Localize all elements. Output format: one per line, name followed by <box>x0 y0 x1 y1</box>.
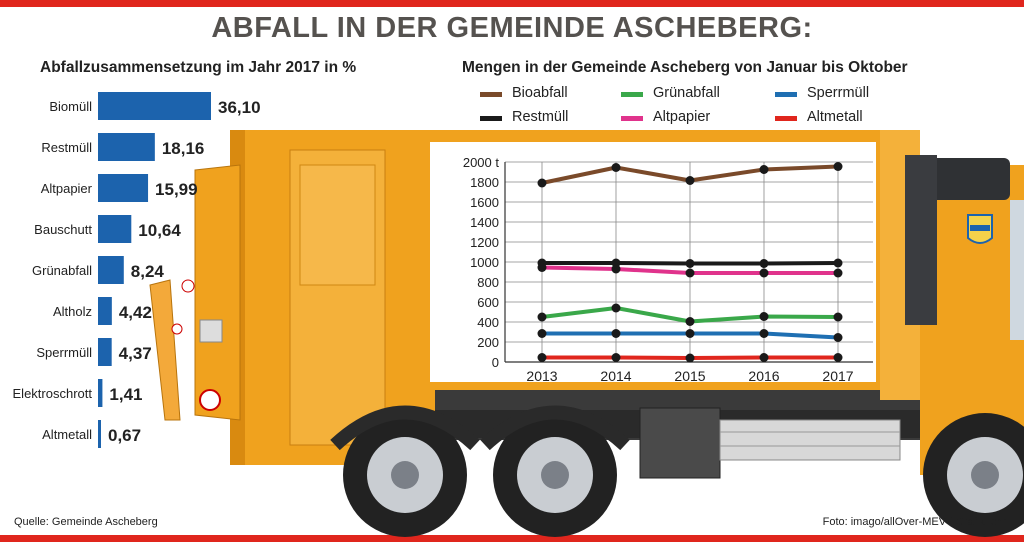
data-point-gruenabfall <box>537 312 547 322</box>
data-point-gruenabfall <box>833 312 843 322</box>
data-point-sperrmuell <box>537 329 547 338</box>
y-tick-label: 1200 <box>470 235 499 250</box>
y-tick-label: 800 <box>477 275 499 290</box>
bar-category-label: Bauschutt <box>34 222 92 237</box>
rear-wheel-1-icon <box>343 413 467 537</box>
y-tick-label: 1600 <box>470 195 499 210</box>
bar-biomuell <box>98 92 211 120</box>
page-title: ABFALL IN DER GEMEINDE ASCHEBERG: <box>211 12 813 44</box>
legend-label-sperrmuell: Sperrmüll <box>807 85 870 101</box>
bar-value-label: 0,67 <box>108 426 141 445</box>
front-wheel-icon <box>923 413 1024 537</box>
bar-chart: Biomüll 36,10 Restmüll 18,16 Altpapier 15,99 B… <box>13 92 261 448</box>
bar-category-label: Altholz <box>53 304 92 319</box>
data-point-bioabfall <box>833 162 843 171</box>
legend-swatch-gruenabfall <box>621 92 643 97</box>
truck-cab <box>920 165 1024 475</box>
legend-swatch-altmetall <box>775 116 797 121</box>
legend-swatch-altpapier <box>621 116 643 121</box>
data-point-altmetall <box>611 353 621 362</box>
credit-note: Foto: imago/allOver-MEV / Grafik: chr <box>822 516 1006 528</box>
data-point-restmuell <box>685 259 695 268</box>
y-tick-label: 200 <box>477 335 499 350</box>
y-tick-label: 1400 <box>470 215 499 230</box>
legend-label-gruenabfall: Grünabfall <box>653 85 720 101</box>
x-tick-label: 2015 <box>674 368 705 384</box>
rear-wheel-2-icon <box>493 413 617 537</box>
bar-category-label: Grünabfall <box>32 263 92 278</box>
data-point-bioabfall <box>685 176 695 185</box>
data-point-sperrmuell <box>685 329 695 338</box>
bar-gruenabfall <box>98 256 124 284</box>
y-tick-label: 0 <box>492 355 499 370</box>
data-point-sperrmuell <box>611 329 621 338</box>
legend-label-altmetall: Altmetall <box>807 109 863 125</box>
data-point-gruenabfall <box>759 312 769 321</box>
data-point-bioabfall <box>611 163 621 172</box>
data-point-altpapier <box>537 263 547 272</box>
data-point-bioabfall <box>759 165 769 174</box>
bar-elektroschrott <box>98 379 103 407</box>
x-tick-label: 2013 <box>526 368 557 384</box>
y-tick-label: 400 <box>477 315 499 330</box>
legend-label-bioabfall: Bioabfall <box>512 85 568 101</box>
bar-value-label: 15,99 <box>155 180 198 199</box>
data-point-gruenabfall <box>611 303 621 313</box>
y-tick-label: 1800 <box>470 175 499 190</box>
bar-value-label: 4,37 <box>119 344 152 363</box>
legend-label-restmuell: Restmüll <box>512 109 569 125</box>
bar-sperrmuell <box>98 338 112 366</box>
data-point-bioabfall <box>537 178 547 188</box>
data-point-altmetall <box>537 353 547 362</box>
bar-value-label: 36,10 <box>218 98 261 117</box>
x-tick-label: 2017 <box>822 368 853 384</box>
bar-category-label: Elektroschrott <box>13 386 93 401</box>
data-point-restmuell <box>759 259 769 268</box>
top-accent-bar <box>0 0 1024 7</box>
data-point-altmetall <box>685 353 695 363</box>
legend-label-altpapier: Altpapier <box>653 109 711 125</box>
data-point-altpapier <box>759 268 769 278</box>
data-point-altpapier <box>685 268 695 278</box>
bar-altpapier <box>98 174 149 202</box>
bottom-accent-bar <box>0 535 1024 542</box>
data-point-altmetall <box>759 353 769 362</box>
bar-category-label: Altpapier <box>41 181 93 196</box>
line-chart-title: Mengen in der Gemeinde Ascheberg von Jan… <box>462 59 908 76</box>
bar-altholz <box>98 297 112 325</box>
legend-swatch-sperrmuell <box>775 92 797 97</box>
data-point-sperrmuell <box>833 333 843 342</box>
y-tick-label: 600 <box>477 295 499 310</box>
bar-value-label: 8,24 <box>131 262 165 281</box>
bar-value-label: 4,42 <box>119 303 152 322</box>
bar-value-label: 1,41 <box>109 385 142 404</box>
data-point-altpapier <box>611 264 621 274</box>
y-tick-label: 1000 <box>470 255 499 270</box>
data-point-restmuell <box>833 258 843 268</box>
x-tick-label: 2014 <box>600 368 631 384</box>
legend-swatch-restmuell <box>480 116 502 121</box>
bar-restmuell <box>98 133 155 161</box>
bar-category-label: Sperrmüll <box>36 345 92 360</box>
line-chart: 0 200 400 600 800 1000 1200 1400 1600 1800 2000 t 2… <box>463 155 873 384</box>
bar-chart-title: Abfallzusammensetzung im Jahr 2017 in % <box>40 59 357 76</box>
bar-value-label: 18,16 <box>162 139 205 158</box>
bar-category-label: Restmüll <box>41 140 92 155</box>
x-tick-label: 2016 <box>748 368 779 384</box>
bar-category-label: Altmetall <box>42 427 92 442</box>
bar-bauschutt <box>98 215 132 243</box>
data-point-altmetall <box>833 353 843 362</box>
data-point-sperrmuell <box>759 329 769 338</box>
bar-value-label: 10,64 <box>138 221 181 240</box>
source-note: Quelle: Gemeinde Ascheberg <box>14 516 158 528</box>
bar-altmetall <box>98 420 101 448</box>
data-point-gruenabfall <box>685 317 695 326</box>
legend-swatch-bioabfall <box>480 92 502 97</box>
data-point-altpapier <box>833 268 843 278</box>
bar-category-label: Biomüll <box>49 99 92 114</box>
y-tick-label: 2000 t <box>463 155 500 170</box>
